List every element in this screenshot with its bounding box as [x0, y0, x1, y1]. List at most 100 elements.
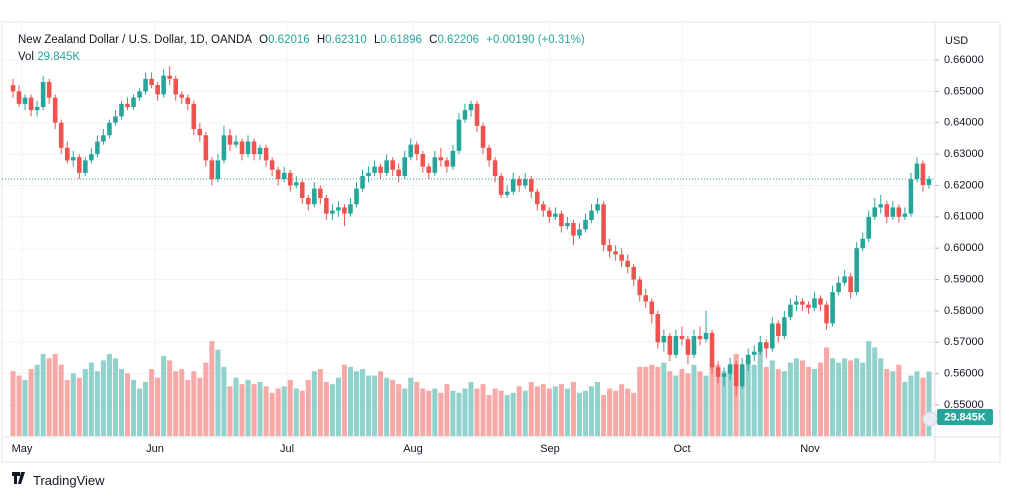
h-value: 0.62310: [325, 34, 367, 46]
candle-body: [577, 229, 582, 236]
candle-body: [58, 122, 64, 148]
candle-body: [299, 182, 305, 198]
candle-body: [336, 207, 341, 211]
volume-bar: [872, 347, 878, 436]
candle-body: [486, 147, 492, 161]
volume-bar: [697, 371, 703, 436]
volume-bar: [504, 394, 510, 436]
volume-bar: [480, 384, 486, 436]
candle-body: [203, 135, 209, 161]
candle-body: [860, 238, 865, 249]
volume-bar: [360, 369, 366, 436]
volume-bar: [534, 386, 540, 436]
candle-body: [245, 141, 251, 155]
candle-body: [733, 364, 739, 387]
candle-body: [649, 301, 655, 315]
volume-bar: [667, 371, 673, 436]
candle-body: [516, 179, 522, 186]
volume-bar: [661, 362, 667, 436]
volume-bar: [854, 358, 860, 436]
volume-bar: [739, 369, 745, 436]
candle-body: [541, 204, 546, 211]
volume-bar: [902, 382, 908, 436]
volume-bar: [390, 379, 396, 436]
candle-body: [137, 91, 142, 98]
volume-bar: [619, 384, 625, 436]
candle-body: [739, 364, 745, 387]
volume-bar: [540, 384, 546, 436]
volume-bar: [149, 369, 155, 436]
volume-bar: [137, 388, 143, 436]
candle-body: [522, 179, 528, 186]
candle-body: [559, 213, 564, 227]
candle-body: [679, 336, 685, 340]
candle-body: [691, 336, 697, 355]
volume-bar: [685, 373, 691, 436]
candle-body: [553, 213, 558, 217]
volume-bar: [613, 390, 619, 436]
candle-body: [709, 332, 715, 368]
volume-bar: [926, 371, 932, 436]
candle-body: [209, 160, 215, 180]
candle-body: [607, 245, 612, 252]
volume-bar: [450, 390, 456, 436]
volume-bar: [34, 364, 40, 436]
l-label: L: [373, 34, 381, 46]
volume-bar: [836, 362, 842, 436]
candle-body: [131, 97, 136, 108]
candle-body: [342, 207, 347, 214]
volume-bar: [522, 390, 528, 436]
candle-body: [667, 336, 673, 355]
volume-label: Vol: [18, 51, 34, 63]
candle-body: [107, 122, 112, 136]
candle-body: [637, 279, 643, 296]
volume-bar: [167, 360, 173, 436]
candle-body: [46, 81, 52, 98]
volume-bar: [16, 375, 22, 436]
candle-body: [498, 176, 504, 195]
volume-bar: [414, 382, 420, 436]
volume-bar: [88, 362, 94, 436]
volume-bar: [366, 375, 372, 436]
candle-body: [179, 94, 185, 98]
candle-body: [788, 304, 793, 318]
y-tick-label: 0.60000: [944, 242, 984, 254]
volume-bar: [576, 392, 582, 436]
y-tick-label: 0.64000: [944, 117, 984, 129]
y-tick-label: 0.55000: [944, 399, 984, 411]
y-tick-label: 0.66000: [944, 54, 984, 66]
volume-bar: [106, 353, 112, 436]
volume-bar: [444, 384, 450, 436]
volume-bar: [703, 375, 709, 436]
candle-body: [456, 119, 462, 151]
candle-body: [408, 144, 414, 158]
volume-bar: [353, 371, 360, 436]
volume-bar: [474, 388, 480, 436]
candle-body: [697, 336, 703, 340]
y-axis-label: USD: [945, 35, 968, 47]
candle-body: [16, 91, 22, 104]
candle-body: [842, 276, 847, 283]
candle-body: [330, 210, 335, 214]
volume-bar: [263, 386, 269, 436]
y-tick-label: 0.57000: [944, 336, 984, 348]
candle-body: [589, 210, 594, 220]
volume-bar: [245, 379, 251, 436]
candle-body: [269, 160, 275, 170]
volume-bar: [257, 382, 263, 436]
volume-bar: [769, 360, 775, 436]
volume-bar: [763, 366, 769, 436]
change: +0.00190 (+0.31%): [486, 34, 585, 46]
volume-bar: [727, 366, 733, 436]
volume-bar: [52, 353, 58, 436]
volume-bar: [914, 371, 920, 436]
candle-body: [721, 373, 727, 377]
candle-body: [848, 276, 853, 293]
volume-bar: [799, 360, 805, 436]
candle-body: [770, 323, 775, 349]
volume-bar: [191, 371, 197, 436]
candle-body: [619, 254, 624, 261]
volume-bar: [787, 362, 793, 436]
volume-bar: [811, 369, 818, 436]
candle-body: [920, 163, 926, 185]
